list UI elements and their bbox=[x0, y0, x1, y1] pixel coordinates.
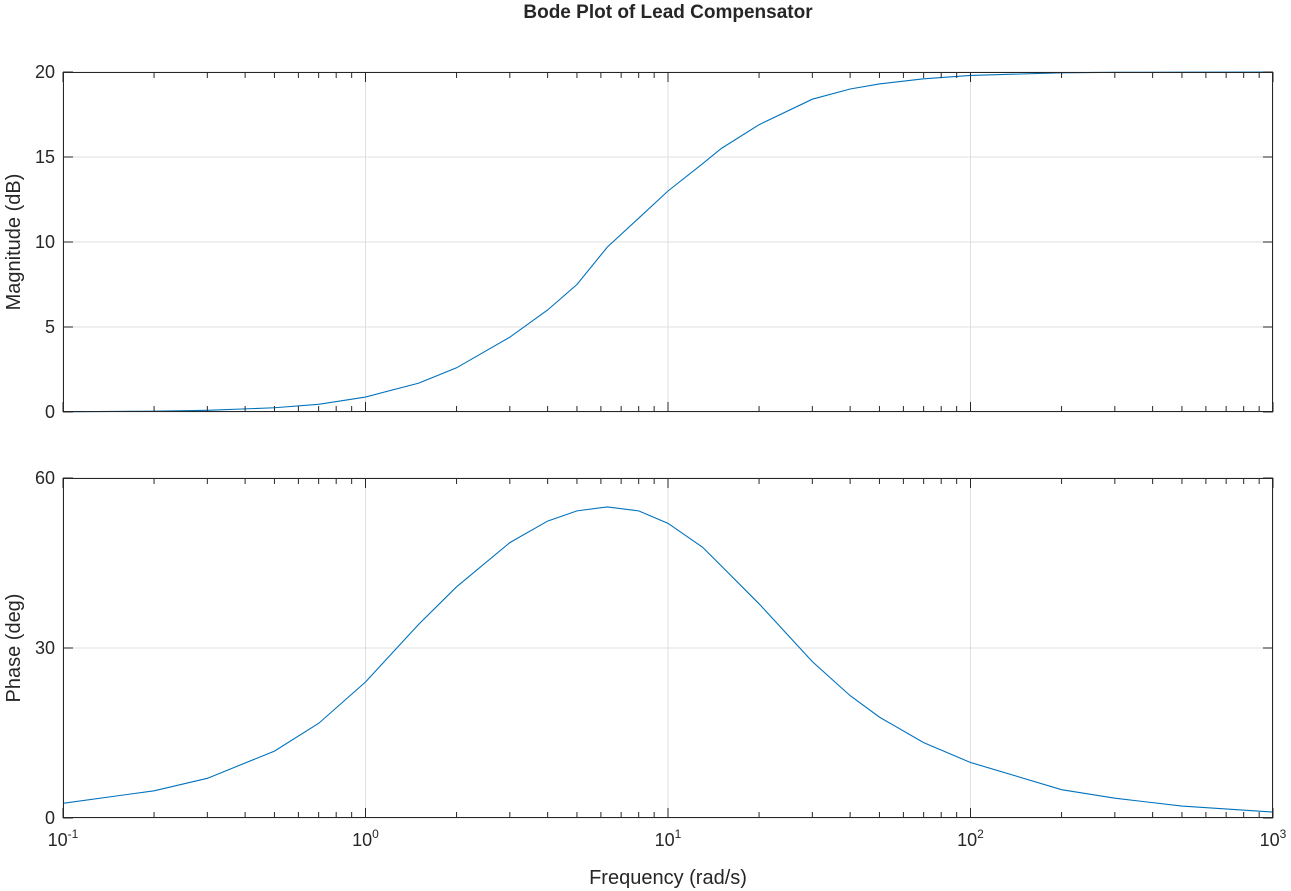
phase-y-tick-label: 30 bbox=[35, 638, 55, 658]
magnitude-curve bbox=[62, 71, 1274, 413]
phase-panel: 0 30 60 Phase (deg) bbox=[3, 468, 1274, 828]
x-tick-label: 102 bbox=[957, 827, 984, 850]
x-tick-label: 100 bbox=[352, 827, 379, 850]
magnitude-y-tick-label: 15 bbox=[35, 147, 55, 167]
phase-y-tick-label: 60 bbox=[35, 468, 55, 488]
magnitude-y-tick-labels: 0 5 10 15 20 bbox=[35, 62, 55, 422]
phase-y-axis-label: Phase (deg) bbox=[3, 594, 25, 703]
magnitude-panel: 0 5 10 15 20 Magnitude (dB) bbox=[3, 62, 1274, 422]
x-tick-labels: 10-1 100 101 102 103 bbox=[48, 827, 1287, 850]
magnitude-y-tick-label: 5 bbox=[45, 317, 55, 337]
phase-y-tick-label: 0 bbox=[45, 808, 55, 828]
magnitude-axes-frame bbox=[63, 72, 1273, 412]
chart-title: Bode Plot of Lead Compensator bbox=[523, 2, 813, 23]
phase-axes-frame bbox=[63, 478, 1273, 818]
magnitude-y-tick-label: 10 bbox=[35, 232, 55, 252]
magnitude-y-tick-label: 20 bbox=[35, 62, 55, 82]
x-tick-label: 103 bbox=[1260, 827, 1287, 850]
x-tick-label: 10-1 bbox=[48, 827, 79, 850]
x-tick-label: 101 bbox=[655, 827, 682, 850]
phase-curve bbox=[62, 506, 1274, 813]
magnitude-y-axis-label: Magnitude (dB) bbox=[3, 174, 25, 311]
magnitude-y-tick-label: 0 bbox=[45, 402, 55, 422]
phase-y-tick-labels: 0 30 60 bbox=[35, 468, 55, 828]
x-axis-label: Frequency (rad/s) bbox=[589, 867, 747, 889]
